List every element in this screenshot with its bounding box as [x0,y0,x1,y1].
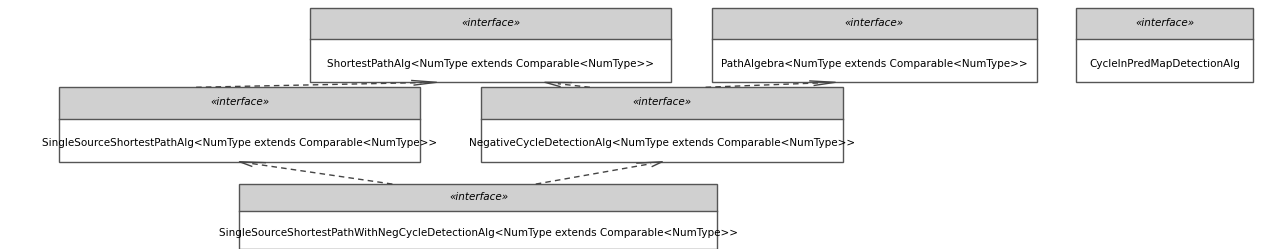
Text: PathAlgebra<NumType extends Comparable<NumType>>: PathAlgebra<NumType extends Comparable<N… [720,59,1028,69]
Text: «interface»: «interface» [461,18,521,28]
Text: NegativeCycleDetectionAlg<NumType extends Comparable<NumType>>: NegativeCycleDetectionAlg<NumType extend… [469,138,856,148]
Bar [58,88,420,119]
Bar [239,184,718,211]
Bar [712,9,1036,40]
Text: «interface»: «interface» [210,97,269,107]
Text: «interface»: «interface» [1135,18,1194,28]
Bar [1076,9,1254,40]
Bar [482,88,843,162]
Text: «interface»: «interface» [633,97,691,107]
Bar [1076,9,1254,83]
Text: «interface»: «interface» [449,192,508,202]
Text: CycleInPredMapDetectionAlg: CycleInPredMapDetectionAlg [1090,59,1240,69]
Text: «interface»: «interface» [844,18,904,28]
Text: SingleSourceShortestPathAlg<NumType extends Comparable<NumType>>: SingleSourceShortestPathAlg<NumType exte… [42,138,437,148]
Bar [482,88,843,119]
Bar [310,9,671,40]
Bar [310,9,671,83]
Bar [58,88,420,162]
Bar [239,184,718,248]
Text: SingleSourceShortestPathWithNegCycleDetectionAlg<NumType extends Comparable<NumT: SingleSourceShortestPathWithNegCycleDete… [219,227,738,237]
Bar [712,9,1036,83]
Text: ShortestPathAlg<NumType extends Comparable<NumType>>: ShortestPathAlg<NumType extends Comparab… [327,59,655,69]
